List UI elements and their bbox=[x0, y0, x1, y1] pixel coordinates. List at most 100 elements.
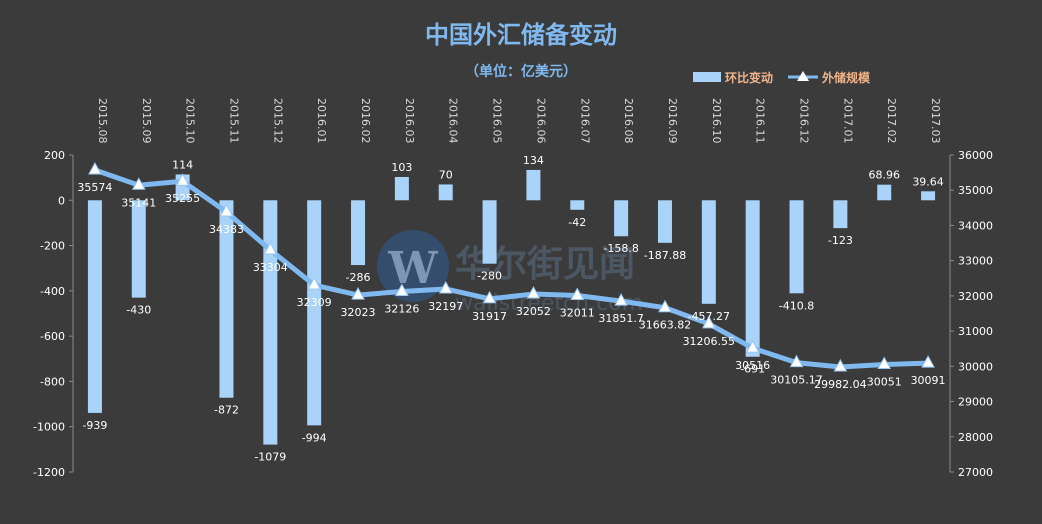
bar bbox=[789, 200, 804, 294]
bar bbox=[570, 200, 585, 210]
right-tick-label: 34000 bbox=[958, 219, 993, 232]
legend-label-line: 外储规模 bbox=[822, 70, 871, 85]
right-tick-label: 28000 bbox=[958, 431, 993, 444]
line-point bbox=[175, 173, 190, 186]
line-point bbox=[570, 287, 585, 301]
line-data-label: 31206.55 bbox=[683, 335, 736, 348]
line-point bbox=[877, 356, 892, 370]
x-tick-label: 2016.05 bbox=[491, 98, 504, 144]
bar-data-label: -872 bbox=[214, 404, 239, 417]
left-tick-label: -600 bbox=[40, 330, 65, 343]
bar-data-label: -187.88 bbox=[644, 249, 686, 262]
line-point bbox=[438, 280, 453, 294]
line-data-label: 32052 bbox=[516, 305, 551, 318]
left-tick-label: 200 bbox=[44, 149, 65, 162]
watermark: W 华尔街见闻 wallstreetcn.com bbox=[377, 230, 643, 316]
x-tick-label: 2016.02 bbox=[359, 98, 372, 144]
right-tick-label: 29000 bbox=[958, 396, 993, 409]
bar-data-label: -286 bbox=[346, 271, 371, 284]
line-data-label: 30091 bbox=[911, 374, 946, 387]
bar bbox=[394, 176, 409, 201]
x-tick-label: 2016.01 bbox=[315, 98, 328, 144]
right-tick-label: 35000 bbox=[958, 184, 993, 197]
bar bbox=[614, 200, 629, 237]
line-data-label: 32197 bbox=[428, 300, 463, 313]
bar-data-label: 70 bbox=[439, 168, 453, 181]
left-tick-label: -800 bbox=[40, 375, 65, 388]
bar bbox=[307, 200, 322, 426]
x-tick-label: 2015.09 bbox=[140, 98, 153, 144]
bar-data-label: -939 bbox=[82, 419, 107, 432]
line-data-label: 35255 bbox=[165, 192, 200, 205]
left-tick-label: -200 bbox=[40, 240, 65, 253]
x-tick-label: 2015.11 bbox=[227, 98, 240, 144]
line-point bbox=[219, 203, 234, 217]
line-point bbox=[701, 315, 716, 329]
line-data-label: 34383 bbox=[209, 223, 244, 236]
line-series bbox=[88, 161, 935, 372]
line-point bbox=[395, 283, 409, 296]
bar-series bbox=[87, 169, 936, 445]
bar bbox=[351, 200, 366, 266]
data-labels: -939 -430 114 -872 -1079 -994 -286 103 70 -280 134… bbox=[77, 154, 945, 464]
x-tick-label: 2016.10 bbox=[710, 98, 723, 144]
line-data-label: 32126 bbox=[384, 302, 419, 315]
line-data-label: 31663.82 bbox=[639, 319, 692, 332]
bar-data-label: -430 bbox=[126, 304, 151, 317]
line-point bbox=[614, 293, 628, 306]
bar-data-label: -158.8 bbox=[603, 242, 638, 255]
bar-data-label: -457.27 bbox=[688, 310, 730, 323]
right-tick-label: 32000 bbox=[958, 290, 993, 303]
bar-data-label: 39.64 bbox=[912, 175, 944, 188]
line-data-label: 31917 bbox=[472, 310, 507, 323]
legend-label-bar: 环比变动 bbox=[725, 70, 773, 85]
x-tick-label: 2016.09 bbox=[666, 98, 679, 144]
legend-marker-icon bbox=[797, 71, 809, 81]
line-data-label: 30105.17 bbox=[770, 374, 823, 387]
line-data-label: 35141 bbox=[121, 196, 156, 209]
bar bbox=[833, 200, 848, 229]
line-data-label: 32023 bbox=[341, 306, 376, 319]
bar-data-label: 68.96 bbox=[868, 169, 900, 182]
right-tick-label: 33000 bbox=[958, 255, 993, 268]
x-tick-label: 2016.11 bbox=[754, 98, 767, 144]
left-tick-label: -1200 bbox=[33, 466, 65, 479]
left-tick-label: -1000 bbox=[33, 421, 65, 434]
left-tick-label: 0 bbox=[58, 194, 65, 207]
line-data-label: 32309 bbox=[297, 296, 332, 309]
line-point bbox=[307, 276, 322, 290]
x-tick-label: 2016.07 bbox=[578, 98, 591, 144]
right-tick-label: 36000 bbox=[958, 149, 993, 162]
line-point bbox=[351, 287, 365, 300]
line-data-label: 30051 bbox=[867, 376, 902, 389]
legend-bar-swatch bbox=[693, 72, 721, 82]
bar-data-label: 114 bbox=[172, 158, 193, 171]
chart-subtitle: （单位：亿美元） bbox=[465, 63, 577, 80]
right-tick-label: 27000 bbox=[958, 466, 993, 479]
bar-data-label: -410.8 bbox=[779, 299, 814, 312]
watermark-logo-letter: W bbox=[387, 243, 438, 294]
line-point bbox=[658, 299, 672, 313]
bar bbox=[219, 200, 234, 398]
x-tick-label: 2017.03 bbox=[929, 98, 942, 144]
line-data-label: 31851.7 bbox=[598, 312, 644, 325]
legend: 环比变动 外储规模 bbox=[693, 70, 871, 85]
bar-data-label: 103 bbox=[391, 161, 412, 174]
bar bbox=[131, 200, 146, 298]
line-point bbox=[921, 355, 935, 368]
reserve-line bbox=[92, 167, 931, 370]
x-tick-label: 2016.08 bbox=[622, 98, 635, 144]
x-tick-label: 2017.02 bbox=[885, 98, 898, 144]
chart-title: 中国外汇储备变动 bbox=[425, 21, 617, 49]
bar bbox=[657, 200, 672, 243]
line-point bbox=[833, 358, 848, 372]
bar-data-label: -280 bbox=[477, 270, 502, 283]
left-tick-label: -400 bbox=[40, 285, 65, 298]
line-point bbox=[131, 177, 146, 190]
x-tick-label: 2015.08 bbox=[96, 98, 109, 144]
bar-data-label: -1079 bbox=[254, 451, 286, 464]
bar-data-label: -123 bbox=[828, 234, 853, 247]
line-point bbox=[482, 290, 497, 304]
line-point bbox=[526, 286, 541, 299]
bar-data-label: -994 bbox=[302, 431, 327, 444]
